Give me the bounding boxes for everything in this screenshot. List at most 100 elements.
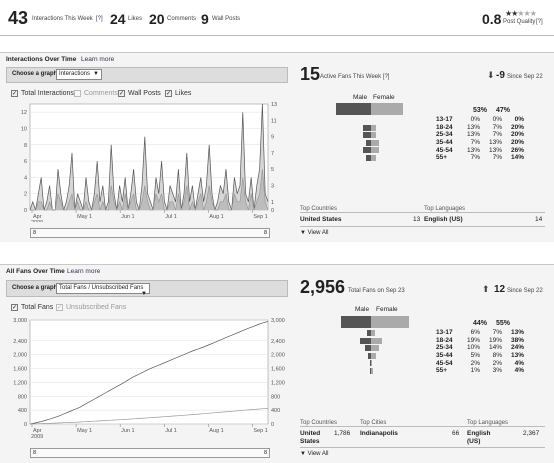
total-fans-change: 12 bbox=[494, 284, 506, 295]
post-quality-score: 0.8 bbox=[482, 11, 502, 27]
male-age-bar bbox=[369, 360, 371, 367]
y-tick-label-right: 1 bbox=[271, 200, 274, 206]
likes-series-label: Likes bbox=[175, 90, 192, 97]
male-age-bar bbox=[367, 330, 371, 336]
female-age-bar bbox=[371, 352, 376, 359]
likes-label: Likes bbox=[128, 16, 143, 22]
slider-handle-right[interactable]: 8 bbox=[263, 450, 267, 456]
y-tick-label-right: 1,600 bbox=[271, 367, 285, 373]
arrow-up-icon: ⬆ bbox=[482, 284, 490, 294]
active-fans-count: 15 bbox=[300, 64, 321, 84]
y-tick-label-right: 11 bbox=[271, 118, 277, 124]
age-row: 18-24 13% 7% 20% bbox=[434, 124, 526, 132]
y-tick-label: 1,200 bbox=[13, 380, 27, 386]
total-percent: 26% bbox=[510, 146, 524, 154]
male-header: Male bbox=[353, 94, 368, 101]
y-tick-label-right: 2,400 bbox=[271, 339, 285, 345]
female-percent: 7% bbox=[492, 131, 502, 139]
interactions-count: 43 bbox=[8, 8, 29, 28]
y-tick-label-right: 7 bbox=[271, 151, 274, 157]
arrow-down-icon: ⬇ bbox=[487, 70, 495, 80]
view-all-link[interactable]: ▼ View All bbox=[300, 230, 329, 236]
female-age-bar bbox=[371, 132, 376, 139]
x-tick-label: Jul 1 bbox=[165, 428, 177, 434]
male-total-bar bbox=[336, 103, 371, 115]
likes-count: 24 bbox=[110, 11, 126, 27]
male-percent: 2% bbox=[470, 359, 480, 367]
total-fans-count: 2,956 bbox=[300, 277, 346, 297]
y-tick-label-right: 800 bbox=[271, 394, 280, 400]
x-tick-label: Jul 1 bbox=[165, 214, 177, 220]
male-age-bar bbox=[362, 147, 371, 154]
slider-handle-right[interactable]: 8 bbox=[263, 230, 267, 236]
unsubscribed-fans-checkbox[interactable]: ✓ bbox=[56, 304, 63, 311]
fans-graph-select[interactable]: Total Fans / Unsubscribed Fans ▼ bbox=[56, 283, 150, 297]
y-tick-label-right: 2,000 bbox=[271, 353, 285, 359]
female-age-bar bbox=[371, 330, 376, 336]
unsubscribed-fans-label: Unsubscribed Fans bbox=[66, 304, 127, 311]
slider-handle-left[interactable]: 8 bbox=[33, 230, 37, 236]
total-percent: 4% bbox=[514, 359, 524, 367]
y-tick-label-right: 3 bbox=[271, 184, 274, 190]
female-percent: 7% bbox=[492, 123, 502, 131]
age-label: 13-17 bbox=[436, 329, 453, 337]
interactions-learn-more-link[interactable]: Learn more bbox=[81, 56, 115, 63]
top-languages-header: Top Languages bbox=[424, 206, 466, 212]
total-percent: 20% bbox=[510, 139, 524, 147]
wall-posts-label: Wall Posts bbox=[212, 16, 241, 22]
age-label: 55+ bbox=[436, 154, 448, 162]
total-fans-checkbox[interactable]: ✓ bbox=[11, 304, 18, 311]
total-percent: 0% bbox=[514, 116, 524, 124]
age-row: 25-34 13% 7% 20% bbox=[434, 131, 526, 139]
total-interactions-checkbox[interactable]: ✓ bbox=[11, 90, 18, 97]
series-line bbox=[29, 103, 269, 211]
y-tick-label-right: 5 bbox=[271, 167, 274, 173]
total-percent: 38% bbox=[510, 336, 524, 344]
age-row: 55+ 7% 7% 14% bbox=[434, 154, 526, 162]
top-language-name: English (US) bbox=[424, 216, 463, 223]
graph-select[interactable]: Interactions ▼ bbox=[56, 69, 102, 80]
x-tick-label: Sep 1 bbox=[253, 428, 267, 434]
total-percent: 24% bbox=[510, 344, 524, 352]
y-tick-label: 2,000 bbox=[13, 353, 27, 359]
x-tick-label: Aug 1 bbox=[209, 428, 223, 434]
x-tick-label: Sep 1 bbox=[253, 214, 267, 220]
age-label: 55+ bbox=[436, 367, 448, 375]
age-row: 18-24 19% 19% 38% bbox=[434, 337, 526, 345]
wall-posts-checkbox[interactable]: ✓ bbox=[118, 90, 125, 97]
chart-plot-area bbox=[29, 319, 269, 425]
male-age-bar bbox=[362, 132, 371, 139]
divider bbox=[300, 426, 545, 427]
all-fans-learn-more-link[interactable]: Learn more bbox=[67, 268, 101, 275]
view-all-link[interactable]: ▼ View All bbox=[300, 451, 329, 457]
x-tick-label: May 1 bbox=[77, 428, 92, 434]
female-total-percent: 47% bbox=[496, 107, 511, 114]
interactions-label: Interactions This Week bbox=[32, 16, 93, 22]
wall-posts-count: 9 bbox=[201, 11, 209, 27]
series-area bbox=[30, 169, 268, 210]
male-total-bar bbox=[341, 316, 371, 328]
y-tick-label: 400 bbox=[18, 408, 27, 414]
age-row: 55+ 1% 3% 4% bbox=[434, 367, 526, 375]
x-tick-sublabel: 2009 bbox=[31, 434, 43, 440]
age-row: 35-44 5% 8% 13% bbox=[434, 352, 526, 360]
slider-handle-left[interactable]: 8 bbox=[33, 450, 37, 456]
comments-checkbox[interactable] bbox=[74, 90, 81, 97]
female-total-percent: 55% bbox=[496, 320, 511, 327]
likes-checkbox[interactable]: ✓ bbox=[165, 90, 172, 97]
post-quality-help-link[interactable]: [?] bbox=[536, 19, 543, 25]
top-cities-header: Top Cities bbox=[360, 420, 387, 426]
graph-select-value: Interactions bbox=[59, 71, 91, 77]
female-percent: 7% bbox=[492, 154, 502, 162]
age-label: 45-54 bbox=[436, 146, 453, 154]
divider bbox=[300, 226, 545, 227]
total-interactions-label: Total Interactions bbox=[21, 90, 74, 97]
age-row: 13-17 0% 0% 0% bbox=[434, 116, 526, 124]
male-age-bar bbox=[359, 337, 371, 344]
female-age-bar bbox=[371, 345, 380, 352]
interactions-help-link[interactable]: [?] bbox=[96, 16, 103, 22]
active-fans-change: -9 bbox=[496, 70, 505, 81]
male-age-bar bbox=[365, 345, 371, 352]
